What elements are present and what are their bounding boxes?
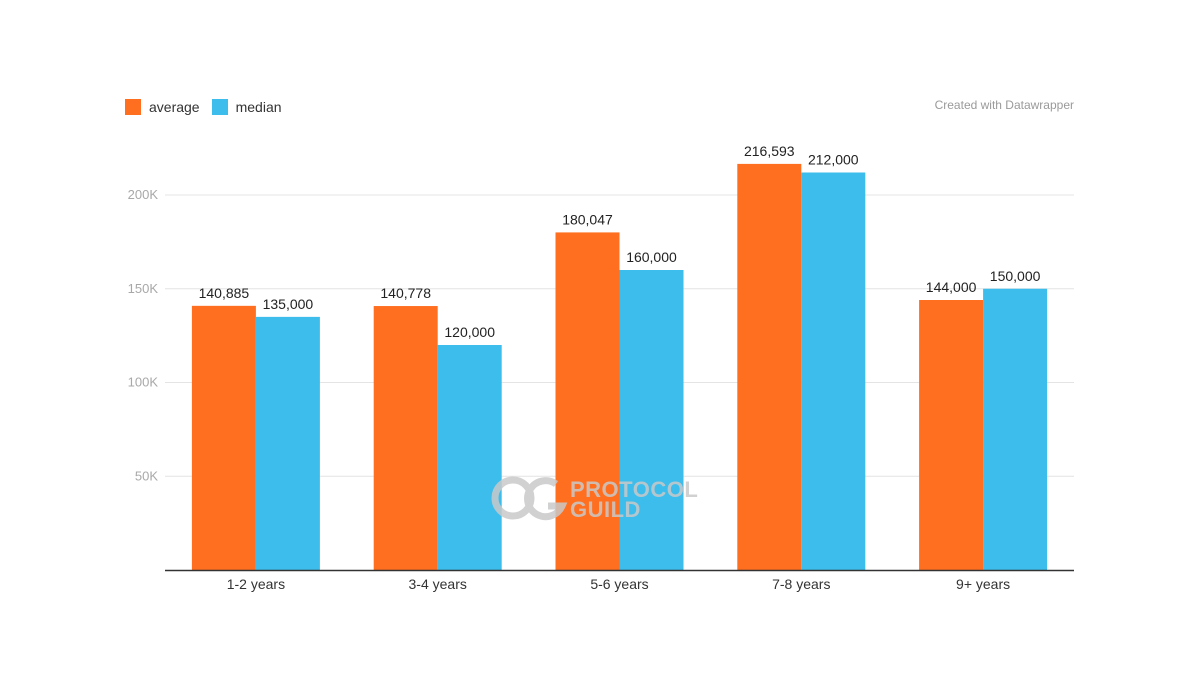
bar-average — [555, 232, 620, 571]
chart-legend: average median — [125, 99, 294, 115]
value-label-average: 140,778 — [380, 285, 431, 301]
bars — [191, 163, 1048, 571]
bar-average — [191, 305, 256, 570]
value-label-median: 120,000 — [444, 324, 495, 340]
datawrapper-credit[interactable]: Created with Datawrapper — [934, 98, 1074, 112]
protocol-guild-logo-icon — [491, 476, 568, 521]
value-label-average: 216,593 — [744, 143, 795, 159]
value-label-median: 135,000 — [263, 296, 314, 312]
protocol-guild-watermark: PROTOCOL GUILD — [491, 476, 698, 522]
watermark-line-2: GUILD — [570, 497, 641, 522]
x-tick-label: 1-2 years — [227, 576, 285, 592]
y-tick-label: 200K — [128, 187, 159, 202]
y-tick-label: 150K — [128, 281, 159, 296]
bar-average — [737, 163, 802, 570]
x-tick-label: 3-4 years — [409, 576, 467, 592]
value-labels: 140,885 135,000 140,778 120,000 180,047 160,0… — [199, 143, 1041, 340]
bar-median — [437, 345, 502, 570]
x-tick-label: 9+ years — [956, 576, 1010, 592]
bar-median — [255, 316, 320, 570]
legend-label-median: median — [235, 99, 282, 115]
x-tick-label: 7-8 years — [772, 576, 830, 592]
bar-average — [919, 300, 984, 570]
watermark-line-1: PROTOCOL — [570, 477, 698, 502]
legend-swatch-median — [211, 99, 228, 115]
legend-label-average: average — [149, 99, 200, 115]
legend-swatch-average — [125, 99, 141, 115]
value-label-median: 212,000 — [808, 152, 859, 168]
value-label-median: 150,000 — [990, 268, 1041, 284]
y-tick-label: 50K — [135, 468, 158, 483]
value-label-average: 180,047 — [562, 211, 613, 227]
value-label-average: 140,885 — [199, 285, 250, 301]
value-label-average: 144,000 — [926, 279, 977, 295]
bar-median — [801, 172, 866, 570]
y-tick-label: 100K — [128, 375, 159, 390]
bar-median — [619, 270, 684, 570]
legend-item-average: average — [125, 99, 200, 115]
legend-item-median: median — [211, 99, 282, 115]
bar-median — [983, 288, 1048, 570]
x-tick-label: 5-6 years — [590, 576, 648, 592]
bar-average — [373, 306, 438, 570]
x-axis: 1-2 years 3-4 years 5-6 years 7-8 years 9+ y… — [165, 569, 1074, 592]
value-label-median: 160,000 — [626, 249, 677, 265]
